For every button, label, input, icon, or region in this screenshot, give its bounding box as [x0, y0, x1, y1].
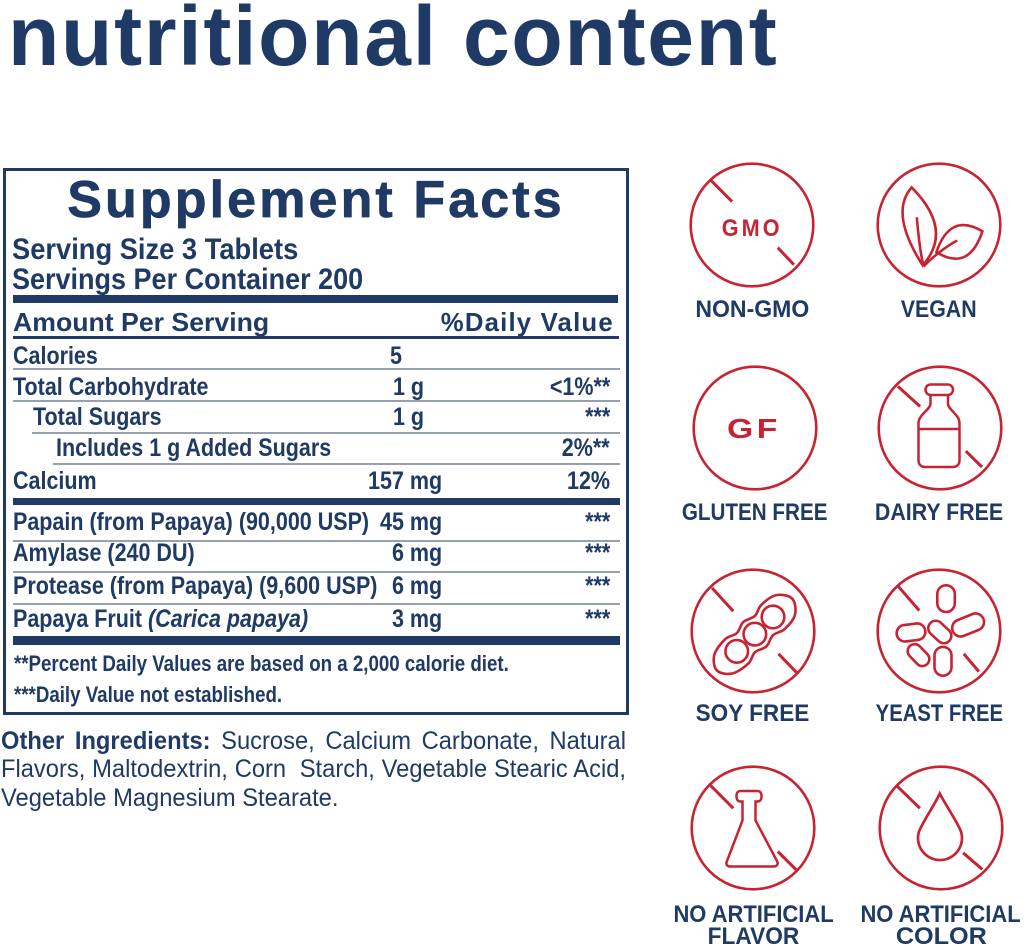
svg-text:GF: GF	[727, 413, 781, 444]
svg-text:GMO: GMO	[722, 215, 783, 242]
